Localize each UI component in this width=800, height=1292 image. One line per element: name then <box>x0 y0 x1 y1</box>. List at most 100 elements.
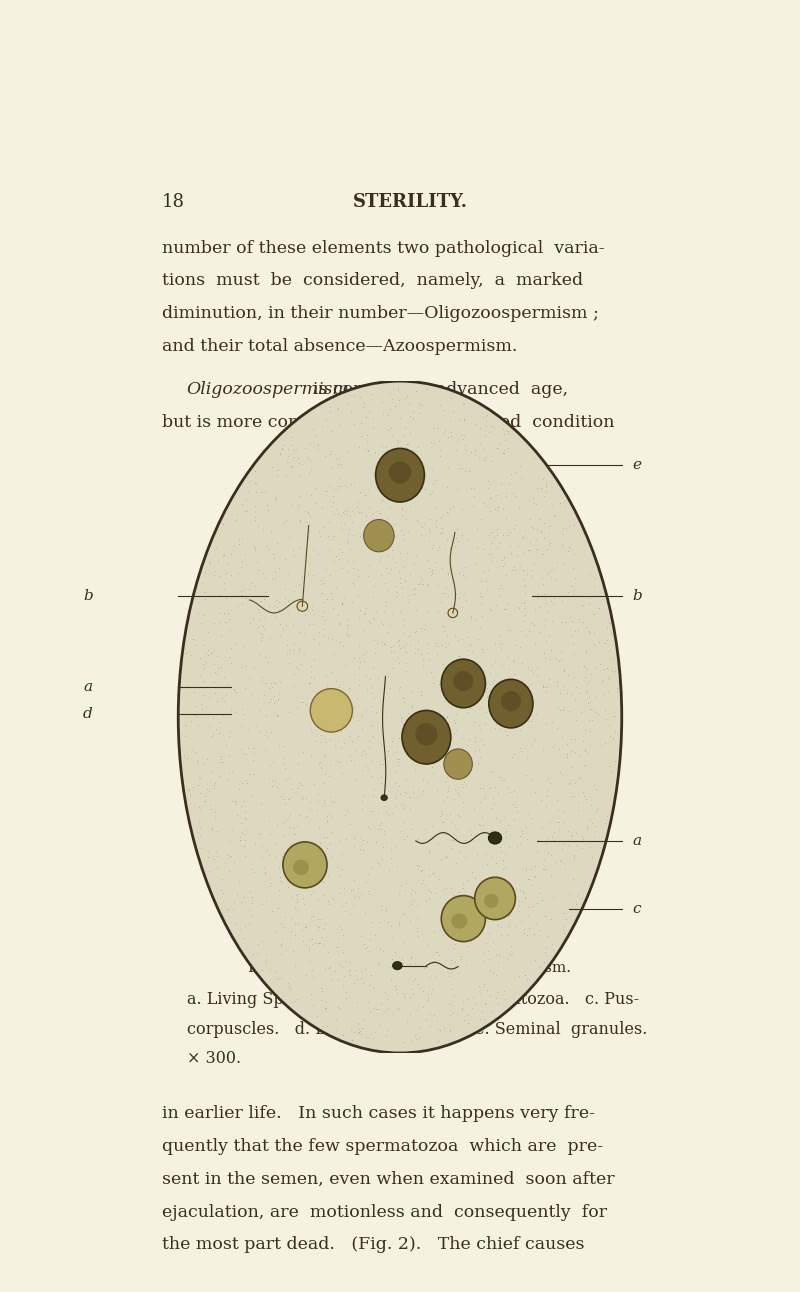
Point <box>570 709 582 730</box>
Point <box>366 682 378 703</box>
Point <box>270 969 282 990</box>
Point <box>507 810 520 831</box>
Point <box>336 844 349 864</box>
Point <box>437 925 450 946</box>
Point <box>330 671 342 691</box>
Point <box>214 612 226 633</box>
Point <box>518 568 530 589</box>
Point <box>498 721 511 742</box>
Point <box>491 525 504 545</box>
Point <box>482 478 494 499</box>
Point <box>453 457 466 478</box>
Point <box>498 443 510 464</box>
Point <box>292 778 305 798</box>
Point <box>321 588 334 609</box>
Point <box>286 886 298 907</box>
Point <box>236 579 249 599</box>
Ellipse shape <box>489 832 502 844</box>
Point <box>529 632 542 652</box>
Point <box>441 766 454 787</box>
Point <box>346 501 358 522</box>
Point <box>359 1027 372 1048</box>
Point <box>216 868 229 889</box>
Point <box>421 643 434 664</box>
Point <box>415 618 428 638</box>
Point <box>274 786 287 806</box>
Point <box>264 628 277 649</box>
Point <box>225 699 238 720</box>
Point <box>309 933 322 953</box>
Point <box>337 501 350 522</box>
Point <box>448 535 461 556</box>
Point <box>217 545 230 566</box>
Point <box>223 762 236 783</box>
Point <box>386 658 399 678</box>
Point <box>409 584 422 605</box>
Point <box>210 663 223 683</box>
Point <box>518 886 531 907</box>
Point <box>263 596 276 616</box>
Point <box>441 563 454 584</box>
Point <box>354 501 367 522</box>
Point <box>482 421 495 442</box>
Point <box>304 908 317 929</box>
Point <box>352 888 365 908</box>
Point <box>444 388 457 408</box>
Point <box>590 779 602 800</box>
Point <box>271 689 284 709</box>
Point <box>354 828 366 849</box>
Point <box>427 433 440 453</box>
Point <box>546 886 559 907</box>
Point <box>491 497 504 518</box>
Point <box>395 820 408 841</box>
Point <box>276 853 289 873</box>
Point <box>266 456 278 477</box>
Point <box>201 779 214 800</box>
Point <box>446 656 458 677</box>
Point <box>347 973 360 994</box>
Point <box>345 749 358 770</box>
Point <box>222 860 235 881</box>
Point <box>504 782 517 802</box>
Point <box>374 939 386 960</box>
Point <box>538 513 550 534</box>
Point <box>388 786 401 806</box>
Point <box>223 647 236 668</box>
Point <box>338 951 351 972</box>
Point <box>518 583 531 603</box>
Point <box>304 433 317 453</box>
Point <box>590 801 602 822</box>
Point <box>196 605 209 625</box>
Point <box>312 755 325 775</box>
Text: a. Living Spermatozoa.   b. Dead Spermatozoa.   c. Pus-: a. Living Spermatozoa. b. Dead Spermatoz… <box>187 991 639 1008</box>
Point <box>335 738 348 758</box>
Point <box>440 720 453 740</box>
Point <box>382 562 394 583</box>
Point <box>220 588 233 609</box>
Point <box>532 920 545 941</box>
Point <box>369 442 382 463</box>
Point <box>394 567 406 588</box>
Point <box>400 729 413 749</box>
Point <box>603 649 616 669</box>
Point <box>249 460 262 481</box>
Point <box>333 915 346 935</box>
Point <box>314 833 326 854</box>
Point <box>478 788 491 809</box>
Point <box>228 680 241 700</box>
Point <box>386 926 398 947</box>
Point <box>349 827 362 848</box>
Point <box>397 1031 410 1052</box>
Point <box>393 678 406 699</box>
Point <box>374 690 386 711</box>
Point <box>454 805 466 826</box>
Point <box>514 556 526 576</box>
Point <box>309 731 322 752</box>
Point <box>431 417 444 438</box>
Point <box>345 473 358 494</box>
Ellipse shape <box>178 381 622 1053</box>
Point <box>319 913 332 934</box>
Point <box>597 669 610 690</box>
Point <box>271 705 284 726</box>
Point <box>469 731 482 752</box>
